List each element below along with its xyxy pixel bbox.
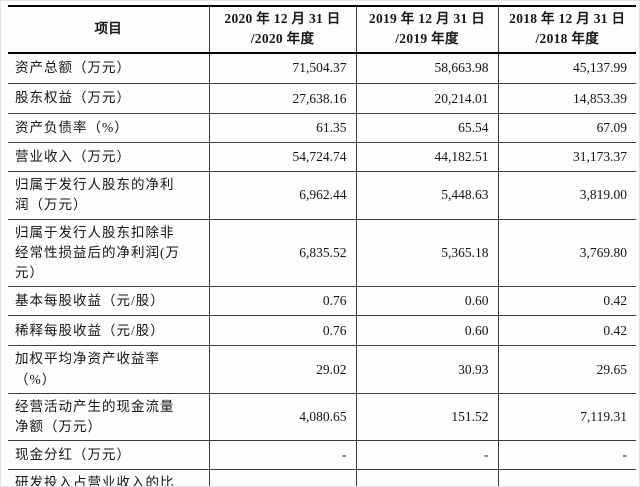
table-row-net-profit: 归属于发行人股东的净利 润（万元） 6,962.44 5,448.63 3,81… xyxy=(8,171,636,219)
table-row-operating-revenue: 营业收入（万元） 54,724.74 44,182.51 31,173.37 xyxy=(8,142,636,172)
row-value-2019: 0.60 xyxy=(355,315,498,346)
row-label: 归属于发行人股东扣除非 经常性损益后的净利润(万 元） xyxy=(15,224,180,281)
table-row-rd-ratio: 研发投入占营业收入的比 例（%） 3.52 4.12 4.18 xyxy=(8,469,636,487)
row-value-2018: 7,119.31 xyxy=(497,393,636,441)
row-value-2020: 29.02 xyxy=(208,345,356,394)
row-value-2018: 67.09 xyxy=(497,113,636,143)
row-value-2020: 71,504.37 xyxy=(208,52,356,84)
header-2019: 2019 年 12 月 31 日 /2019 年度 xyxy=(355,6,498,53)
table-row-weighted-roe: 加权平均净资产收益率 （%） 29.02 30.93 29.65 xyxy=(8,345,636,394)
row-value-2020: 0.76 xyxy=(208,286,356,316)
row-value-2020: 6,962.44 xyxy=(208,171,356,219)
table-row-operating-cash-flow: 经营活动产生的现金流量 净额（万元） 4,080.65 151.52 7,119… xyxy=(8,393,636,441)
row-value-2018: 45,137.99 xyxy=(497,52,636,84)
row-value-2018: 0.42 xyxy=(497,315,636,346)
table-row-debt-ratio: 资产负债率（%） 61.35 65.54 67.09 xyxy=(8,113,636,143)
row-label: 营业收入（万元） xyxy=(15,148,131,164)
row-value-2019: 20,214.01 xyxy=(355,83,498,114)
row-label: 基本每股收益（元/股） xyxy=(15,293,165,309)
row-value-2020: 61.35 xyxy=(208,113,356,143)
row-value-2019: - xyxy=(355,440,498,470)
row-value-2018: 4.18 xyxy=(497,469,636,486)
row-value-2018: 3,769.80 xyxy=(497,219,636,287)
row-label: 研发投入占营业收入的比 例（%） xyxy=(15,475,175,487)
row-value-2019: 5,448.63 xyxy=(355,171,498,219)
header-item: 项目 xyxy=(94,21,123,37)
row-value-2018: 3,819.00 xyxy=(497,171,636,219)
footnote-text: 注：上表现金分红为当年实施的利润分配方案中归属于当年度的现金分红金额，下同。 xyxy=(43,483,556,486)
financial-indicators-table: 项目 2020 年 12 月 31 日 /2020 年度 2019 年 12 月… xyxy=(8,5,636,487)
row-value-2019: 44,182.51 xyxy=(355,142,498,172)
row-label: 归属于发行人股东的净利 润（万元） xyxy=(15,177,175,213)
table-row-basic-eps: 基本每股收益（元/股） 0.76 0.60 0.42 xyxy=(8,286,636,316)
row-label: 股东权益（万元） xyxy=(15,90,131,106)
row-value-2019: 0.60 xyxy=(355,286,498,316)
row-label: 现金分红（万元） xyxy=(15,447,131,463)
row-value-2019: 30.93 xyxy=(355,345,498,394)
row-value-2020: - xyxy=(208,440,356,470)
row-label: 加权平均净资产收益率 （%） xyxy=(15,351,160,387)
row-label: 经营活动产生的现金流量 净额（万元） xyxy=(15,398,175,434)
table-row-diluted-eps: 稀释每股收益（元/股） 0.76 0.60 0.42 xyxy=(8,315,636,346)
row-value-2020: 4,080.65 xyxy=(208,393,356,441)
row-value-2019: 4.12 xyxy=(355,469,498,486)
table-row-total-assets: 资产总额（万元） 71,504.37 58,663.98 45,137.99 xyxy=(8,52,636,84)
header-2020: 2020 年 12 月 31 日 /2020 年度 xyxy=(208,6,356,53)
row-value-2019: 58,663.98 xyxy=(355,52,498,84)
row-label: 稀释每股收益（元/股） xyxy=(15,322,165,338)
header-2018: 2018 年 12 月 31 日 /2018 年度 xyxy=(497,6,636,53)
row-value-2018: 0.42 xyxy=(497,286,636,316)
row-label: 资产负债率（%） xyxy=(15,119,129,135)
row-value-2020: 0.76 xyxy=(208,315,356,346)
row-value-2018: 31,173.37 xyxy=(497,142,636,172)
table-row-shareholder-equity: 股东权益（万元） 27,638.16 20,214.01 14,853.39 xyxy=(8,83,636,114)
row-value-2020: 3.52 xyxy=(208,469,356,486)
table-header-row: 项目 2020 年 12 月 31 日 /2020 年度 2019 年 12 月… xyxy=(8,6,636,53)
row-value-2018: 29.65 xyxy=(497,345,636,394)
row-value-2019: 151.52 xyxy=(355,393,498,441)
row-value-2020: 27,638.16 xyxy=(208,83,356,114)
row-value-2019: 65.54 xyxy=(355,113,498,143)
row-value-2020: 54,724.74 xyxy=(208,142,356,172)
row-value-2018: 14,853.39 xyxy=(497,83,636,114)
table-row-net-profit-excl-nonrecurring: 归属于发行人股东扣除非 经常性损益后的净利润(万 元） 6,835.52 5,3… xyxy=(8,219,636,287)
row-label: 资产总额（万元） xyxy=(15,60,131,76)
table-row-cash-dividend: 现金分红（万元） - - - xyxy=(8,440,636,470)
row-value-2018: - xyxy=(497,440,636,470)
row-value-2019: 5,365.18 xyxy=(355,219,498,287)
row-value-2020: 6,835.52 xyxy=(208,219,356,287)
